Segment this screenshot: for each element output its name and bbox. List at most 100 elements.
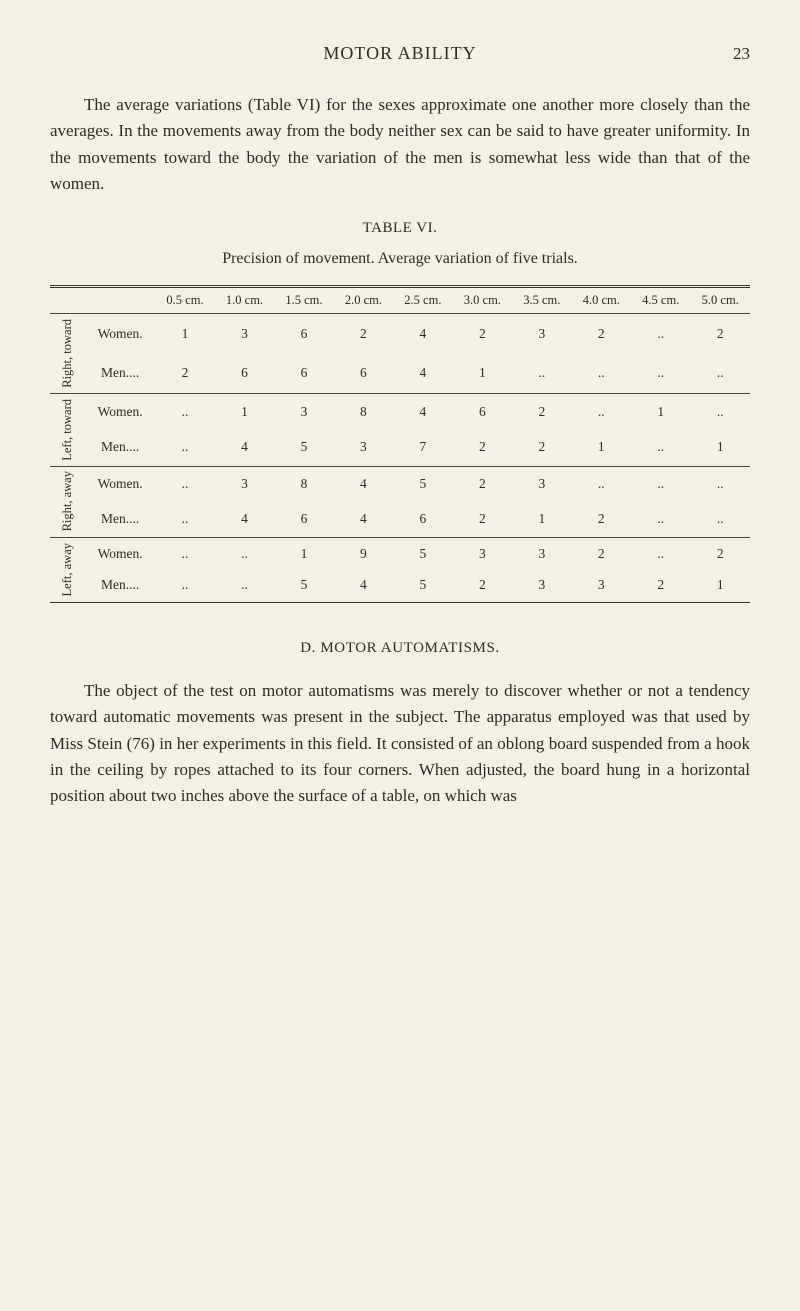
cell: 5 [274, 430, 333, 466]
table-vi: 0.5 cm. 1.0 cm. 1.5 cm. 2.0 cm. 2.5 cm. … [50, 285, 750, 602]
cell: .. [690, 502, 750, 538]
cell: 6 [453, 394, 512, 430]
cell: 1 [215, 394, 274, 430]
cell: 5 [393, 466, 452, 502]
cell: 1 [690, 570, 750, 602]
cell: .. [572, 466, 631, 502]
cell: 4 [215, 430, 274, 466]
cell: 3 [334, 430, 393, 466]
cell: 4 [393, 394, 452, 430]
cell: 6 [274, 502, 333, 538]
row-label-3-0: Women. [85, 538, 155, 570]
cell: .. [631, 314, 690, 354]
cell: 2 [453, 314, 512, 354]
cell: .. [572, 354, 631, 394]
cell: 6 [274, 314, 333, 354]
running-head: MOTOR ABILITY [90, 40, 710, 68]
side-label-1: Left, toward [50, 394, 85, 467]
cell: 4 [393, 314, 452, 354]
cell: .. [631, 502, 690, 538]
cell: .. [690, 466, 750, 502]
side-label-3: Left, away [50, 538, 85, 602]
col-head-0: 0.5 cm. [155, 287, 214, 314]
cell: 2 [512, 394, 571, 430]
cell: .. [215, 570, 274, 602]
cell: 2 [690, 538, 750, 570]
cell: 1 [155, 314, 214, 354]
col-head-4: 2.5 cm. [393, 287, 452, 314]
cell: 5 [393, 570, 452, 602]
cell: 1 [274, 538, 333, 570]
cell: 4 [334, 570, 393, 602]
col-head-1: 1.0 cm. [215, 287, 274, 314]
cell: 5 [274, 570, 333, 602]
cell: 6 [334, 354, 393, 394]
cell: 3 [215, 314, 274, 354]
cell: 1 [453, 354, 512, 394]
cell: 1 [572, 430, 631, 466]
cell: .. [155, 538, 214, 570]
col-head-5: 3.0 cm. [453, 287, 512, 314]
cell: 6 [215, 354, 274, 394]
cell: 2 [572, 314, 631, 354]
col-head-9: 5.0 cm. [690, 287, 750, 314]
paragraph-1: The average variations (Table VI) for th… [50, 92, 750, 197]
row-label-1-1: Men.... [85, 430, 155, 466]
cell: 3 [512, 570, 571, 602]
cell: .. [631, 466, 690, 502]
cell: .. [572, 394, 631, 430]
cell: .. [155, 570, 214, 602]
cell: 2 [572, 502, 631, 538]
blank-side [50, 287, 85, 314]
cell: 9 [334, 538, 393, 570]
cell: 1 [512, 502, 571, 538]
cell: 2 [690, 314, 750, 354]
row-label-2-1: Men.... [85, 502, 155, 538]
cell: 3 [512, 466, 571, 502]
col-head-6: 3.5 cm. [512, 287, 571, 314]
cell: 8 [334, 394, 393, 430]
cell: 2 [155, 354, 214, 394]
section-d-title: D. MOTOR AUTOMATISMS. [50, 637, 750, 660]
cell: 8 [274, 466, 333, 502]
cell: .. [512, 354, 571, 394]
row-label-1-0: Women. [85, 394, 155, 430]
col-head-8: 4.5 cm. [631, 287, 690, 314]
cell: 1 [690, 430, 750, 466]
side-label-0: Right, toward [50, 314, 85, 394]
cell: .. [155, 466, 214, 502]
cell: 3 [572, 570, 631, 602]
cell: 3 [215, 466, 274, 502]
col-head-3: 2.0 cm. [334, 287, 393, 314]
cell: 2 [631, 570, 690, 602]
row-label-0-1: Men.... [85, 354, 155, 394]
cell: 2 [572, 538, 631, 570]
cell: .. [155, 430, 214, 466]
cell: 2 [512, 430, 571, 466]
cell: 3 [512, 538, 571, 570]
cell: .. [690, 394, 750, 430]
cell: 3 [453, 538, 512, 570]
cell: .. [155, 394, 214, 430]
row-label-3-1: Men.... [85, 570, 155, 602]
cell: 4 [334, 466, 393, 502]
row-label-0-0: Women. [85, 314, 155, 354]
cell: 2 [453, 430, 512, 466]
col-head-2: 1.5 cm. [274, 287, 333, 314]
table-caption: Precision of movement. Average variation… [50, 247, 750, 272]
cell: .. [155, 502, 214, 538]
cell: .. [631, 538, 690, 570]
cell: 5 [393, 538, 452, 570]
col-head-7: 4.0 cm. [572, 287, 631, 314]
cell: 3 [274, 394, 333, 430]
cell: 2 [334, 314, 393, 354]
row-label-2-0: Women. [85, 466, 155, 502]
cell: 4 [393, 354, 452, 394]
cell: 6 [393, 502, 452, 538]
table-label: TABLE VI. [50, 217, 750, 240]
cell: .. [215, 538, 274, 570]
cell: 4 [215, 502, 274, 538]
page-number: 23 [710, 41, 750, 67]
cell: 3 [512, 314, 571, 354]
cell: 2 [453, 466, 512, 502]
